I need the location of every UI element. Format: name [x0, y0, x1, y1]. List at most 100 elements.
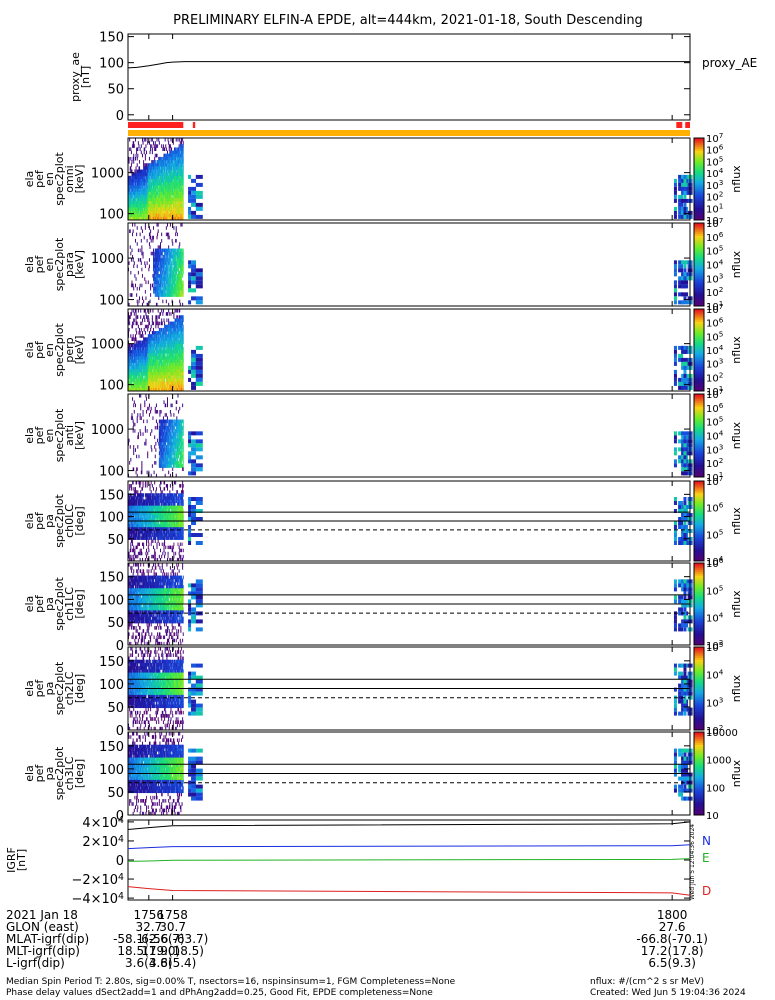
heatmap-cell [130, 188, 132, 193]
heatmap-cell [171, 213, 173, 218]
heatmap-cell [146, 346, 148, 351]
colorbar-tick-label: 103 [706, 178, 723, 192]
heatmap-cell [139, 340, 141, 345]
heatmap-cell [137, 185, 139, 189]
heatmap-cell [132, 179, 134, 183]
heatmap-cell [144, 156, 146, 161]
heatmap-cell [162, 331, 164, 335]
heatmap-cell [171, 324, 173, 329]
heatmap-cell [178, 213, 180, 218]
heatmap-cell [162, 188, 164, 193]
heatmap-cell [161, 375, 163, 379]
heatmap-cell [160, 160, 162, 164]
heatmap-cell [155, 207, 157, 211]
heatmap-cell [173, 337, 175, 341]
heatmap-cell [151, 169, 153, 174]
heatmap-cell [136, 185, 138, 189]
heatmap-cell [168, 188, 170, 193]
colorbar-cell [694, 378, 704, 382]
heatmap-cell [150, 163, 152, 167]
heatmap-cell [172, 210, 174, 215]
heatmap-cell [154, 251, 156, 256]
heatmap-cell [162, 175, 164, 180]
heatmap-cell [169, 378, 171, 382]
heatmap-cell [133, 372, 135, 376]
heatmap-cell [136, 372, 138, 376]
heatmap-cell [172, 254, 174, 259]
heatmap-cell [137, 169, 139, 174]
heatmap-cell [172, 166, 174, 170]
heatmap-cell [144, 201, 146, 205]
heatmap-cell [179, 280, 181, 285]
heatmap-cell [148, 359, 150, 364]
heatmap-cell [182, 175, 184, 180]
heatmap-cell [137, 270, 139, 275]
heatmap-cell [168, 350, 170, 354]
heatmap-cell [147, 368, 149, 373]
heatmap-cell [140, 368, 142, 373]
heatmap-cell [160, 248, 162, 253]
heatmap-cell [160, 346, 162, 351]
heatmap-cell [165, 201, 167, 205]
heatmap-cell [173, 185, 175, 189]
heatmap-cell [678, 260, 684, 265]
heatmap-cell [158, 156, 160, 161]
heatmap-cell [161, 191, 163, 196]
heatmap-cell [144, 309, 146, 313]
heatmap-cell [155, 153, 157, 158]
heatmap-cell [168, 204, 170, 208]
heatmap-cell [138, 378, 140, 382]
heatmap-cell [173, 343, 175, 348]
heatmap-cell [169, 331, 171, 335]
heatmap-cell [167, 204, 168, 208]
heatmap-cell [146, 387, 148, 392]
heatmap-cell [138, 166, 140, 170]
heatmap-cell [168, 197, 170, 202]
heatmap-cell [172, 207, 174, 211]
heatmap-cell [683, 210, 687, 215]
heatmap-cell [169, 327, 171, 332]
heatmap-cell [160, 381, 162, 386]
heatmap-cell [146, 197, 148, 202]
heatmap-cell [169, 207, 171, 211]
heatmap-cell [145, 350, 147, 354]
ylabel-line: proxy_ae [69, 52, 82, 102]
ylabel-line: ela [23, 342, 36, 359]
heatmap-cell [164, 277, 166, 281]
heatmap-cell [177, 387, 179, 392]
heatmap-cell [180, 254, 182, 259]
heatmap-cell [150, 368, 152, 373]
colorbar-cell [694, 352, 704, 355]
heatmap-cell [133, 188, 135, 193]
heatmap-cell [166, 293, 168, 297]
heatmap-cell [143, 372, 145, 376]
heatmap-cell [158, 321, 160, 326]
heatmap-cell [153, 321, 155, 326]
heatmap-cell [133, 172, 135, 177]
heatmap-cell [172, 280, 174, 285]
heatmap-cell [132, 334, 134, 338]
heatmap-cell [148, 194, 150, 199]
heatmap-cell [164, 264, 166, 269]
heatmap-cell [165, 290, 167, 294]
heatmap-cell [137, 359, 139, 364]
heatmap-cell [166, 277, 168, 281]
heatmap-cell [160, 179, 162, 183]
heatmap-cell [177, 258, 179, 262]
heatmap-cell [158, 387, 160, 392]
heatmap-cell [157, 381, 159, 386]
heatmap-cell [141, 210, 143, 215]
heatmap-cell [172, 365, 174, 370]
heatmap-cell [180, 175, 182, 180]
heatmap-cell [172, 375, 174, 379]
heatmap-cell [166, 261, 168, 265]
heatmap-cell [155, 251, 157, 256]
heatmap-cell [152, 182, 154, 186]
heatmap-cell [178, 343, 180, 348]
heatmap-cell [146, 210, 148, 215]
heatmap-cell [132, 223, 134, 227]
heatmap-cell [158, 267, 160, 272]
heatmap-cell [167, 375, 168, 379]
heatmap-cell [147, 350, 149, 354]
heatmap-cell [157, 267, 159, 272]
